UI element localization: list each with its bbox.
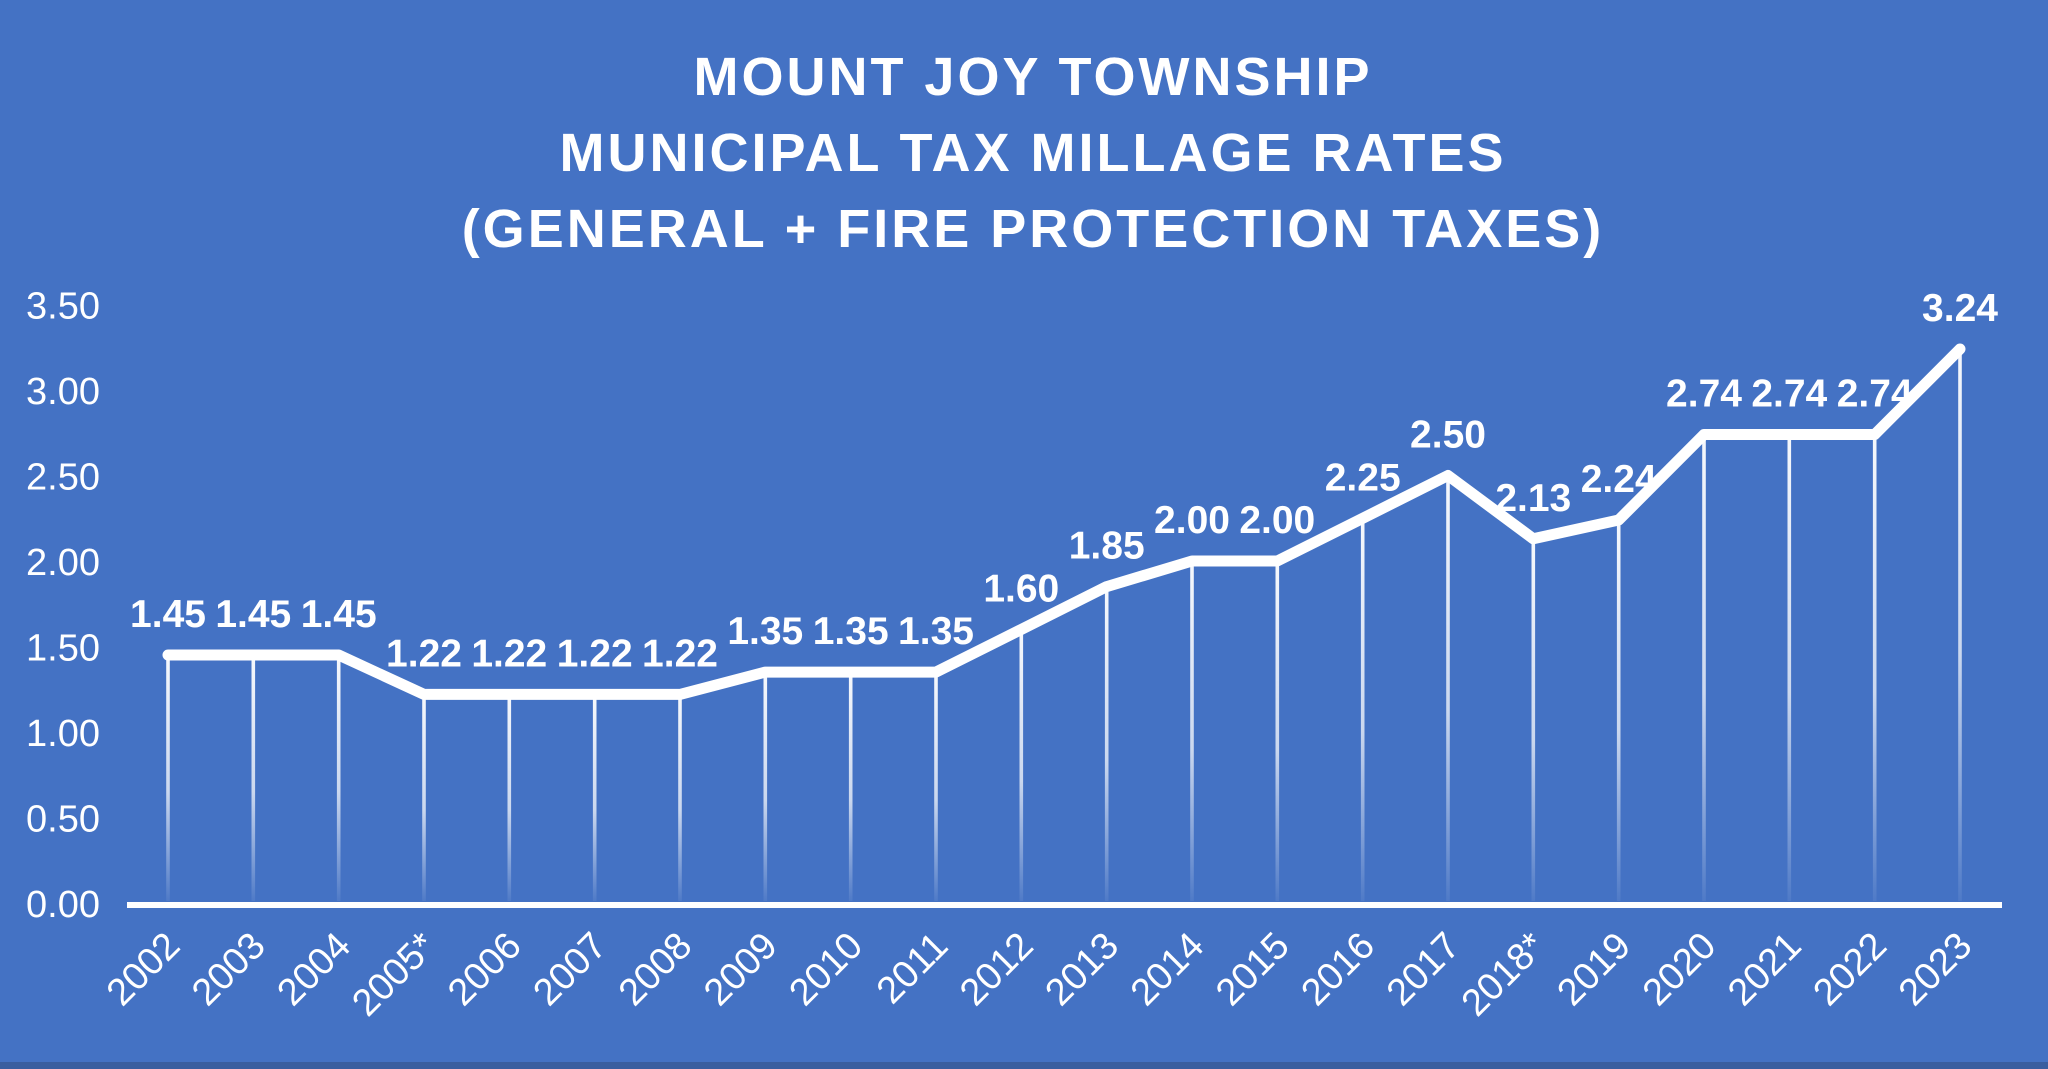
- drop-line: [1360, 522, 1365, 902]
- value-label: 1.22: [386, 632, 462, 675]
- value-label: 1.35: [727, 610, 803, 653]
- value-label: 1.35: [813, 610, 889, 653]
- drop-lines: [166, 353, 1962, 902]
- y-axis-tick-label: 1.00: [26, 713, 100, 755]
- value-label: 1.45: [301, 593, 377, 636]
- value-label: 2.74: [1666, 373, 1742, 416]
- drop-line: [1019, 633, 1024, 901]
- y-axis-tick-label: 2.00: [26, 542, 100, 584]
- chart-title-line-2: MUNICIPAL TAX MILLAGE RATES: [560, 123, 1507, 183]
- chart-title-line-3: (GENERAL + FIRE PROTECTION TAXES): [462, 199, 1605, 259]
- y-axis-tick-label: 1.50: [26, 628, 100, 670]
- drop-line: [592, 698, 597, 901]
- value-label: 2.74: [1751, 373, 1827, 416]
- drop-line: [1446, 479, 1450, 901]
- y-axis-tick-label: 3.00: [26, 371, 100, 413]
- y-axis-labels: 3.50 3.00 2.50 2.00 1.50 1.00 0.50 0.00: [26, 286, 100, 927]
- drop-line: [1702, 438, 1706, 901]
- value-label: 2.24: [1581, 458, 1657, 501]
- value-label: 3.24: [1922, 287, 1998, 330]
- drop-line: [934, 676, 938, 901]
- value-label: 1.45: [215, 593, 291, 636]
- chart-title: MOUNT JOY TOWNSHIP MUNICIPAL TAX MILLAGE…: [462, 47, 1605, 259]
- drop-line: [1872, 438, 1877, 901]
- value-label: 1.45: [130, 593, 206, 636]
- value-label: 1.35: [898, 610, 974, 653]
- value-label: 1.22: [642, 632, 718, 675]
- value-label: 2.50: [1410, 414, 1486, 457]
- drop-line: [1531, 542, 1536, 901]
- value-label: 1.22: [557, 632, 633, 675]
- value-label: 2.13: [1495, 477, 1571, 520]
- drop-line: [1275, 565, 1280, 901]
- chart-title-line-1: MOUNT JOY TOWNSHIP: [693, 47, 1372, 107]
- y-axis-tick-label: 3.50: [26, 286, 100, 328]
- value-label: 1.22: [471, 632, 547, 675]
- bottom-edge-strip: [0, 1062, 2048, 1069]
- drop-line: [422, 698, 426, 901]
- drop-line: [336, 659, 341, 901]
- drop-line: [678, 698, 682, 901]
- drop-line: [1787, 438, 1792, 901]
- value-label: 1.60: [983, 567, 1059, 610]
- drop-line: [166, 659, 170, 901]
- drop-line: [1190, 565, 1194, 901]
- value-label: 2.00: [1154, 499, 1230, 542]
- drop-line: [1104, 590, 1109, 901]
- y-axis-tick-label: 0.50: [26, 799, 100, 841]
- drop-line: [763, 676, 768, 901]
- drop-line: [251, 659, 256, 901]
- value-label: 2.74: [1837, 373, 1913, 416]
- drop-line: [507, 698, 512, 901]
- y-axis-tick-label: 2.50: [26, 457, 100, 499]
- value-label: 2.00: [1239, 499, 1315, 542]
- value-label: 1.85: [1069, 525, 1145, 568]
- drop-line: [1958, 353, 1962, 901]
- drop-line: [1616, 524, 1621, 901]
- series-line: [162, 343, 1966, 700]
- value-labels: 1.45 1.45 1.451.22 1.22 1.22 1.221.35 1.35 1.35…: [130, 287, 1998, 675]
- y-axis-tick-label: 0.00: [26, 884, 100, 926]
- drop-line: [848, 676, 853, 901]
- value-label: 2.25: [1325, 456, 1401, 499]
